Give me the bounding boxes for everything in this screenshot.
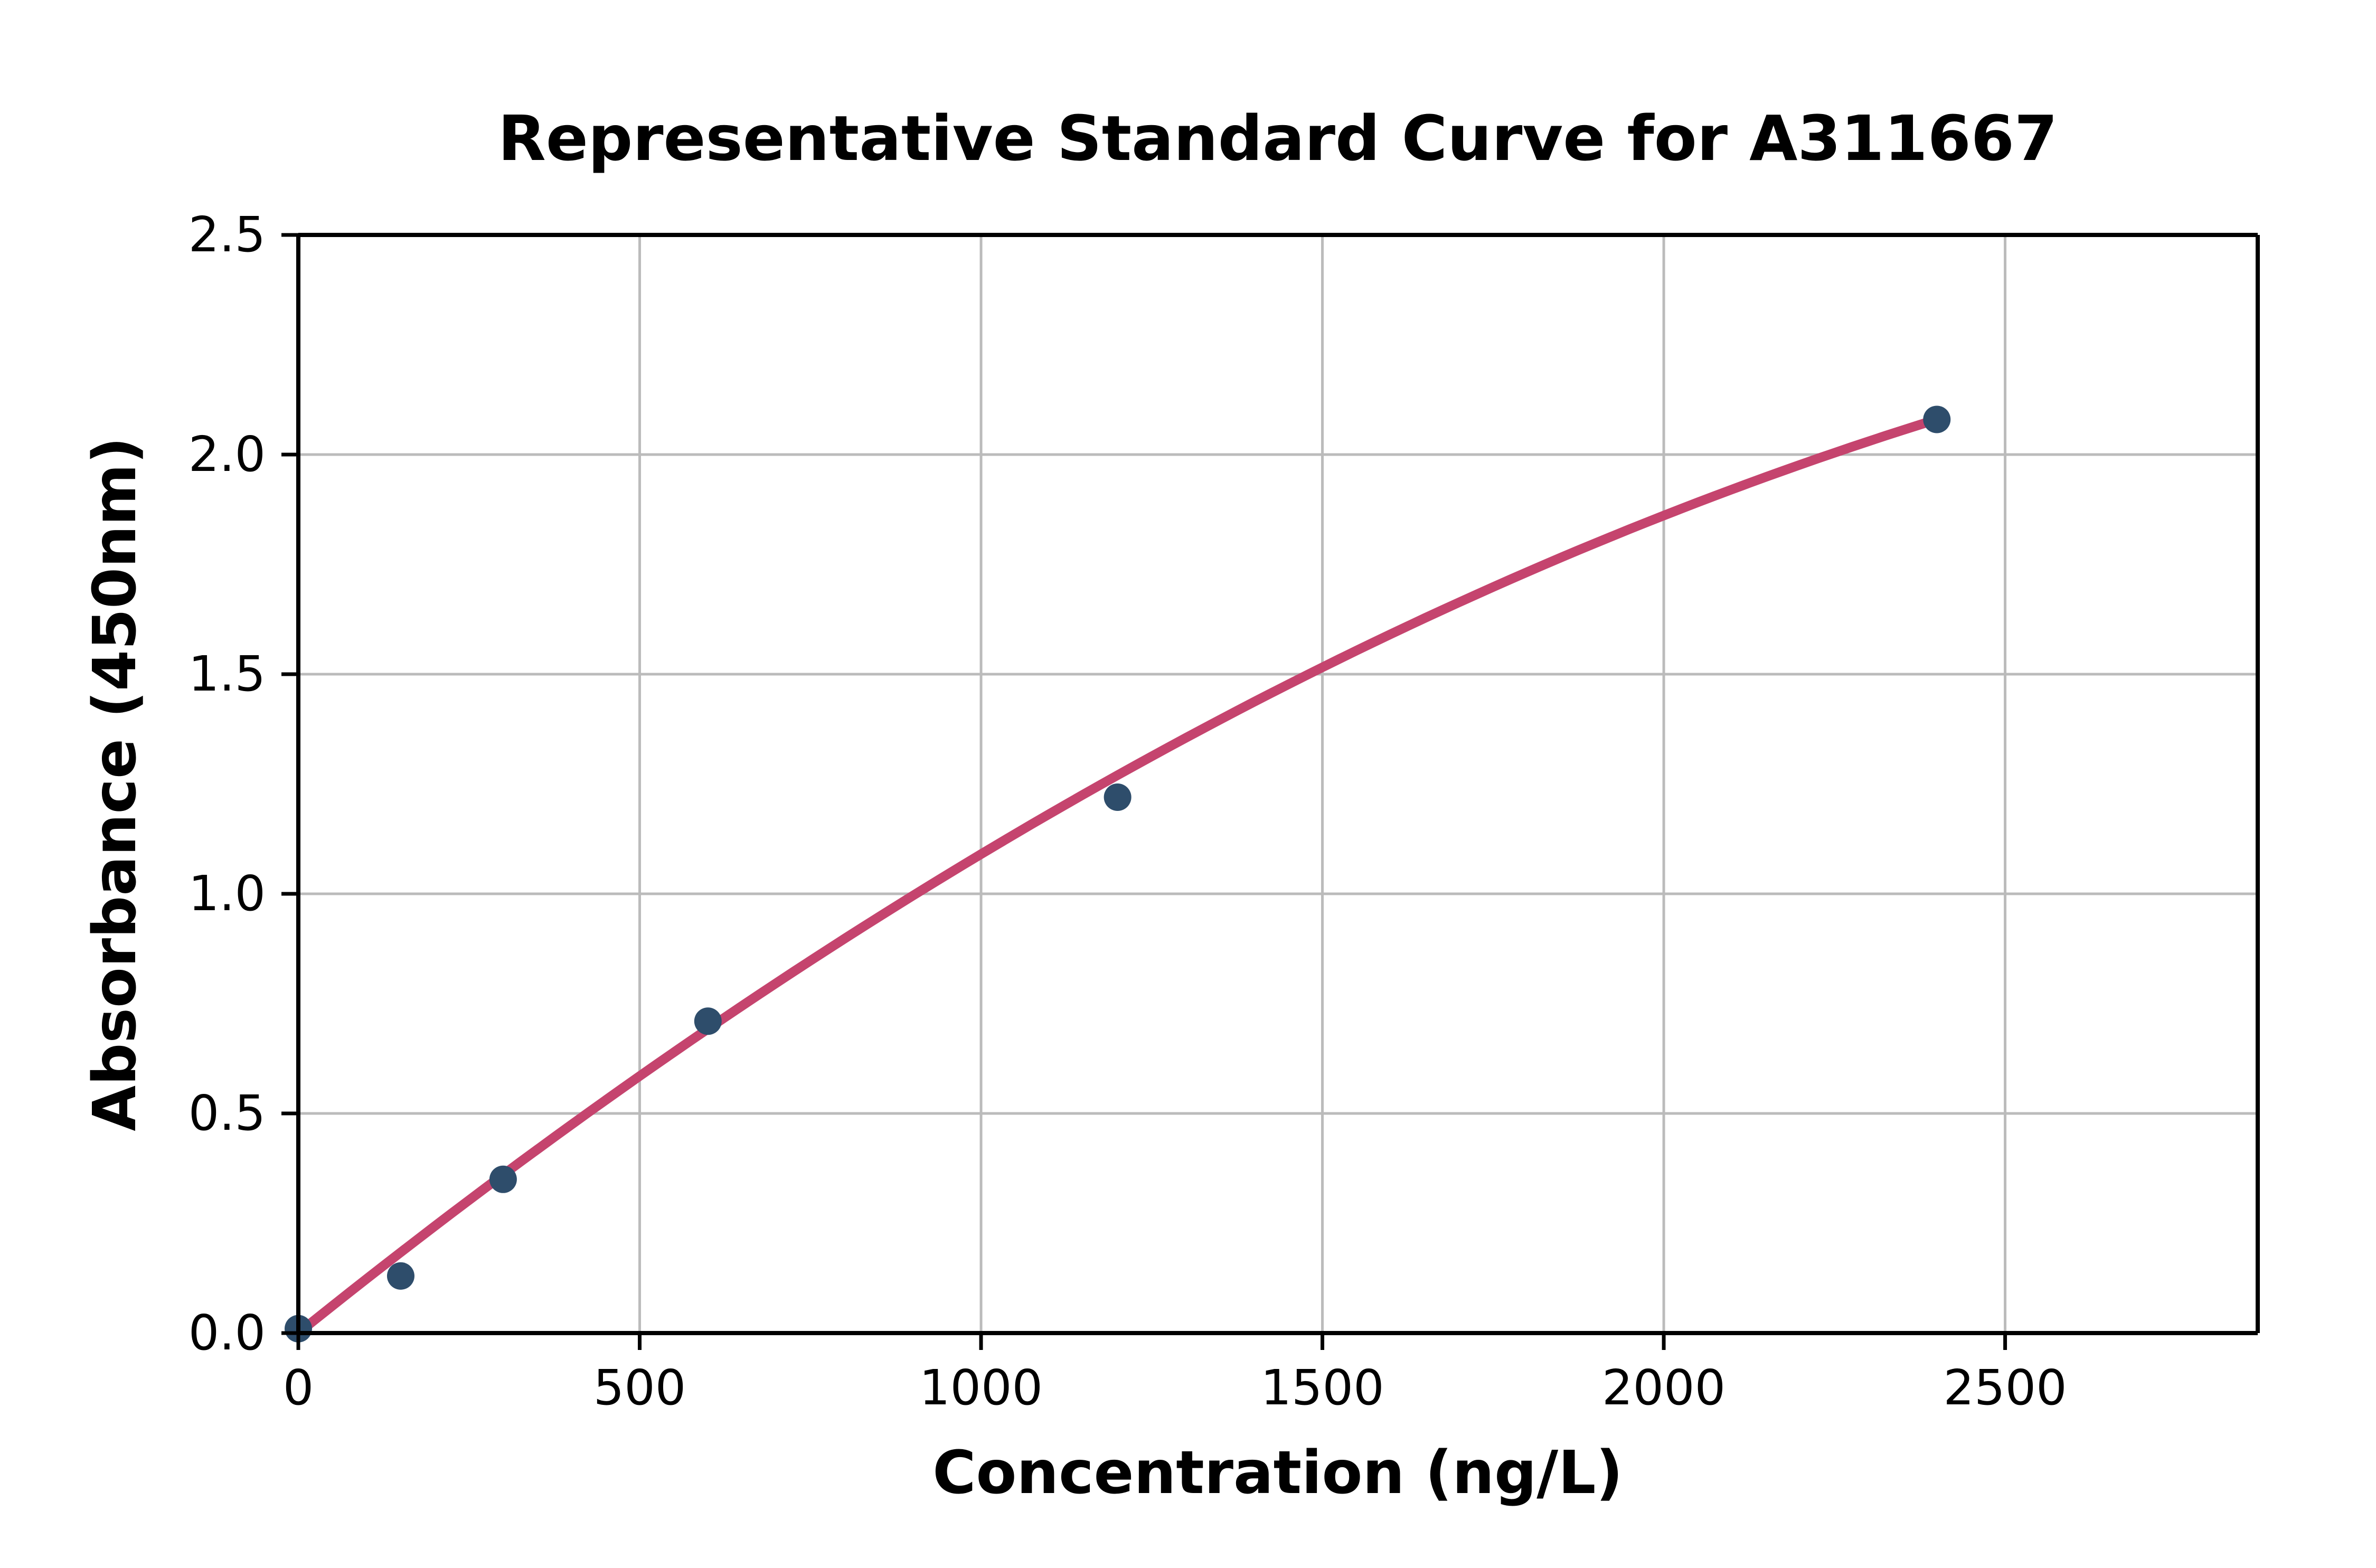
x-tick-label: 2000 [1601,1359,1726,1416]
y-tick-label: 2.5 [188,206,266,263]
chart-title: Representative Standard Curve for A31166… [497,102,2058,175]
data-point-marker [1104,783,1132,811]
data-point-marker [386,1262,414,1290]
x-tick-label: 500 [593,1359,686,1416]
y-tick-label: 1.0 [188,865,266,922]
x-tick-label: 1500 [1260,1359,1384,1416]
plot-area [281,233,2260,1350]
y-tick-label: 0.0 [188,1305,266,1361]
x-tick-label: 1000 [919,1359,1043,1416]
y-tick-label: 1.5 [188,646,266,702]
x-axis-label: Concentration (ng/L) [932,1439,1623,1507]
x-tick-label: 2500 [1943,1359,2067,1416]
y-tick-label: 0.5 [188,1085,266,1141]
data-point-marker [1923,405,1951,433]
data-point-marker [694,1007,722,1035]
y-tick-label: 2.0 [188,426,266,483]
fit-curve-line [294,414,1942,1338]
y-axis-label: Absorbance (450nm) [81,437,149,1131]
x-tick-label: 0 [282,1359,314,1416]
data-point-marker [489,1165,517,1193]
